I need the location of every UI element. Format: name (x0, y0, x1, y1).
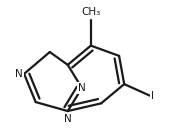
Text: I: I (151, 91, 154, 101)
Text: CH₃: CH₃ (81, 7, 100, 17)
Text: N: N (78, 83, 86, 93)
Text: N: N (64, 114, 72, 124)
Text: N: N (15, 69, 23, 79)
